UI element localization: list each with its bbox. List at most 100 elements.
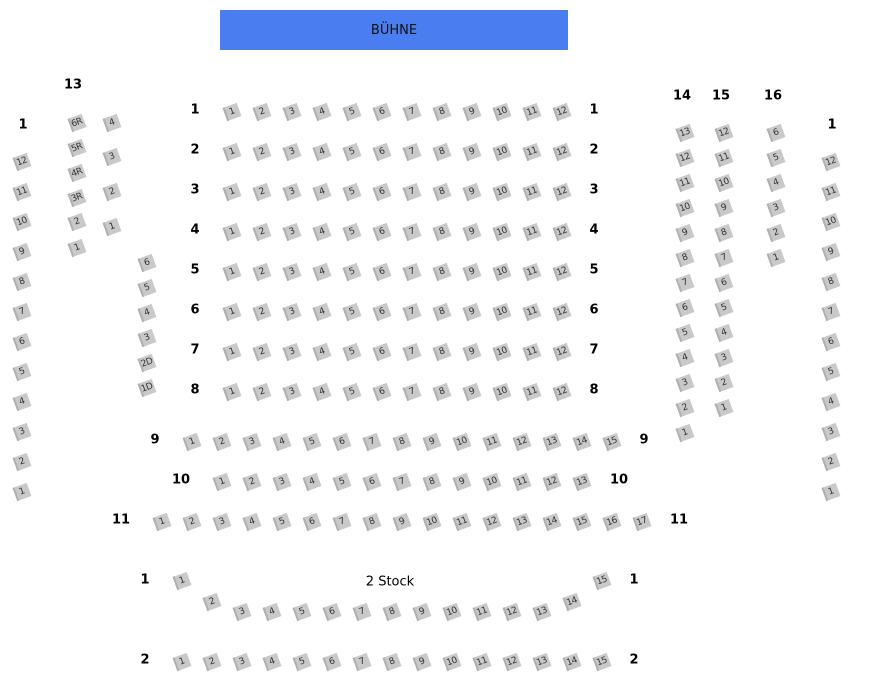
seat[interactable]: 3R (67, 188, 87, 208)
seat[interactable]: 12 (552, 262, 572, 282)
seat[interactable]: 2 (252, 302, 272, 322)
seat[interactable]: 15 (602, 432, 622, 452)
seat[interactable]: 9 (462, 342, 482, 362)
seat[interactable]: 11 (522, 302, 542, 322)
seat[interactable]: 2 (252, 182, 272, 202)
seat[interactable]: 5 (137, 278, 157, 298)
seat[interactable]: 2 (182, 512, 202, 532)
seat[interactable]: 11 (472, 602, 492, 622)
seat[interactable]: 7 (352, 652, 372, 672)
seat[interactable]: 12 (482, 512, 502, 532)
seat[interactable]: 2 (242, 472, 262, 492)
seat[interactable]: 3 (212, 512, 232, 532)
seat[interactable]: 9 (462, 142, 482, 162)
seat[interactable]: 8 (675, 248, 695, 268)
seat[interactable]: 10 (442, 652, 462, 672)
seat[interactable]: 10 (452, 432, 472, 452)
seat[interactable]: 9 (462, 382, 482, 402)
seat[interactable]: 2 (252, 262, 272, 282)
seat[interactable]: 1 (222, 102, 242, 122)
seat[interactable]: 4 (675, 348, 695, 368)
seat[interactable]: 9 (392, 512, 412, 532)
seat[interactable]: 3 (12, 422, 32, 442)
seat[interactable]: 14 (542, 512, 562, 532)
seat[interactable]: 4 (12, 392, 32, 412)
seat[interactable]: 4 (137, 303, 157, 323)
seat[interactable]: 11 (522, 382, 542, 402)
seat[interactable]: 10 (675, 198, 695, 218)
seat[interactable]: 7 (675, 273, 695, 293)
seat[interactable]: 9 (462, 262, 482, 282)
seat[interactable]: 8 (432, 222, 452, 242)
seat[interactable]: 8 (392, 432, 412, 452)
seat[interactable]: 5 (12, 362, 32, 382)
seat[interactable]: 2 (252, 102, 272, 122)
seat[interactable]: 6 (766, 123, 786, 143)
seat[interactable]: 1 (172, 652, 192, 672)
seat[interactable]: 13 (532, 652, 552, 672)
seat[interactable]: 7 (362, 432, 382, 452)
seat[interactable]: 12 (552, 222, 572, 242)
seat[interactable]: 13 (542, 432, 562, 452)
seat[interactable]: 6 (372, 302, 392, 322)
seat[interactable]: 10 (442, 602, 462, 622)
seat[interactable]: 10 (492, 102, 512, 122)
seat[interactable]: 3 (102, 147, 122, 167)
seat[interactable]: 8 (714, 223, 734, 243)
seat[interactable]: 9 (412, 602, 432, 622)
seat[interactable]: 8 (821, 272, 841, 292)
seat[interactable]: 10 (492, 182, 512, 202)
seat[interactable]: 6 (372, 222, 392, 242)
seat[interactable]: 5 (342, 102, 362, 122)
seat[interactable]: 7 (352, 602, 372, 622)
seat[interactable]: 3 (272, 472, 292, 492)
seat[interactable]: 2D (137, 353, 157, 373)
seat[interactable]: 1 (222, 222, 242, 242)
seat[interactable]: 6 (714, 273, 734, 293)
seat[interactable]: 9 (462, 222, 482, 242)
seat[interactable]: 6 (12, 332, 32, 352)
seat[interactable]: 13 (512, 512, 532, 532)
seat[interactable]: 14 (562, 592, 582, 612)
seat[interactable]: 6 (675, 298, 695, 318)
seat[interactable]: 5 (342, 182, 362, 202)
seat[interactable]: 15 (572, 512, 592, 532)
seat[interactable]: 1 (222, 262, 242, 282)
seat[interactable]: 10 (482, 472, 502, 492)
seat[interactable]: 8 (432, 302, 452, 322)
seat[interactable]: 3 (282, 222, 302, 242)
seat[interactable]: 4 (312, 142, 332, 162)
seat[interactable]: 6 (362, 472, 382, 492)
seat[interactable]: 8 (432, 382, 452, 402)
seat[interactable]: 3 (232, 652, 252, 672)
seat[interactable]: 3 (282, 182, 302, 202)
seat[interactable]: 15 (592, 571, 612, 591)
seat[interactable]: 6 (332, 432, 352, 452)
seat[interactable]: 5 (292, 652, 312, 672)
seat[interactable]: 12 (714, 123, 734, 143)
seat[interactable]: 11 (522, 102, 542, 122)
seat[interactable]: 1 (222, 302, 242, 322)
seat[interactable]: 5 (821, 362, 841, 382)
seat[interactable]: 10 (714, 173, 734, 193)
seat[interactable]: 10 (492, 142, 512, 162)
seat[interactable]: 6 (821, 332, 841, 352)
seat[interactable]: 9 (675, 223, 695, 243)
seat[interactable]: 12 (502, 652, 522, 672)
seat[interactable]: 1 (152, 512, 172, 532)
seat[interactable]: 3 (766, 198, 786, 218)
seat[interactable]: 1 (222, 382, 242, 402)
seat[interactable]: 7 (402, 142, 422, 162)
seat[interactable]: 9 (412, 652, 432, 672)
seat[interactable]: 15 (592, 652, 612, 672)
seat[interactable]: 7 (402, 222, 422, 242)
seat[interactable]: 4 (102, 113, 122, 133)
seat[interactable]: 7 (332, 512, 352, 532)
seat[interactable]: 2 (212, 432, 232, 452)
seat[interactable]: 14 (562, 652, 582, 672)
seat[interactable]: 9 (714, 198, 734, 218)
seat[interactable]: 4 (821, 392, 841, 412)
seat[interactable]: 10 (492, 302, 512, 322)
seat[interactable]: 4 (312, 382, 332, 402)
seat[interactable]: 8 (382, 602, 402, 622)
